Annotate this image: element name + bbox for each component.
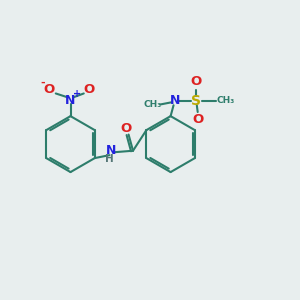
Text: CH₃: CH₃ <box>143 100 161 109</box>
Text: O: O <box>44 82 55 95</box>
Text: H: H <box>105 154 113 164</box>
Text: O: O <box>192 113 203 127</box>
Text: O: O <box>190 75 202 88</box>
Text: CH₃: CH₃ <box>217 96 235 105</box>
Text: S: S <box>191 94 201 108</box>
Text: +: + <box>73 89 81 99</box>
Text: -: - <box>40 78 45 88</box>
Text: O: O <box>83 82 95 95</box>
Text: N: N <box>170 94 180 107</box>
Text: N: N <box>65 94 76 107</box>
Text: O: O <box>120 122 131 135</box>
Text: N: N <box>106 144 116 157</box>
